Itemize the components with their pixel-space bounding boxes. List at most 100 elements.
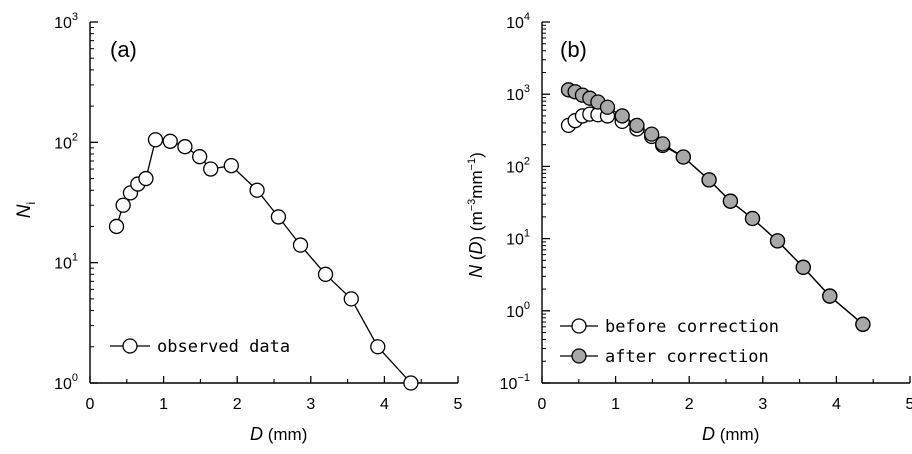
y-axis-label: N (D) (m−3mm−1) xyxy=(466,152,486,278)
x-tick-label: 3 xyxy=(306,396,315,413)
x-tick-label: 0 xyxy=(538,396,547,413)
x-axis-label-symbol: D xyxy=(250,424,263,444)
x-tick-label: 1 xyxy=(159,396,168,413)
y-axis-label-unit-mm: mm xyxy=(467,170,486,198)
data-point-series-2 xyxy=(855,316,871,332)
legend-label-observed: observed data xyxy=(157,337,290,357)
x-axis-label: D (mm) xyxy=(702,424,759,444)
data-point-series-2 xyxy=(795,259,811,275)
data-point-series-2 xyxy=(744,210,761,227)
data-point-series-1 xyxy=(138,170,154,187)
data-point-series-2 xyxy=(644,126,660,142)
data-point-series-2 xyxy=(722,193,739,209)
y-tick-base: 10 xyxy=(506,304,524,321)
y-tick-label: 103 xyxy=(506,83,530,104)
y-axis-label-paren-mid: ) ( xyxy=(467,225,486,241)
x-tick-label: 1 xyxy=(611,396,620,413)
y-tick-exponent: 1 xyxy=(524,228,530,240)
y-tick-label: 104 xyxy=(506,11,530,32)
data-point-series-2 xyxy=(769,233,786,249)
x-tick-label: 5 xyxy=(454,396,463,413)
data-point-series-1 xyxy=(370,339,386,355)
y-tick-base: 10 xyxy=(500,376,518,393)
x-axis-label: D (mm) xyxy=(250,424,307,444)
data-point-series-1 xyxy=(270,209,287,225)
x-tick-group: 0 1 2 3 4 5 xyxy=(538,376,912,413)
y-tick-base: 10 xyxy=(54,135,72,152)
y-tick-label: 10−1 xyxy=(500,372,530,393)
x-tick-label: 2 xyxy=(685,396,694,413)
x-tick-label: 3 xyxy=(758,396,767,413)
x-axis-label-symbol: D xyxy=(702,424,715,444)
data-point-series-1 xyxy=(203,161,219,177)
data-point-series-2 xyxy=(655,136,671,152)
y-tick-label: 101 xyxy=(506,228,530,249)
data-point-series-2 xyxy=(675,149,691,165)
y-tick-exponent: 2 xyxy=(72,131,78,143)
data-point-series-1 xyxy=(223,158,239,174)
x-tick-label: 0 xyxy=(86,396,95,413)
x-tick-label: 4 xyxy=(380,396,389,413)
x-axis-label-unit: (mm) xyxy=(715,425,759,444)
series-markers xyxy=(108,132,419,391)
y-axis-label-unit-exp2: −1 xyxy=(466,158,478,171)
y-tick-base: 10 xyxy=(506,232,524,249)
panel-label: (a) xyxy=(110,37,137,62)
y-axis-label-symbol: N xyxy=(466,264,486,278)
y-tick-exponent: 4 xyxy=(524,11,530,23)
data-point-series-2 xyxy=(614,108,630,124)
legend-marker-observed xyxy=(122,338,138,354)
y-tick-exponent: 3 xyxy=(524,83,530,95)
data-point-series-1 xyxy=(249,182,265,198)
x-tick-label: 4 xyxy=(832,396,841,413)
y-tick-label: 103 xyxy=(54,11,78,32)
y-axis-label-subscript: i xyxy=(24,202,38,205)
y-axis-label: Ni xyxy=(14,202,38,218)
y-tick-base: 10 xyxy=(54,256,72,273)
y-tick-exponent: 0 xyxy=(72,372,78,384)
y-tick-label: 100 xyxy=(506,300,530,321)
y-tick-label: 102 xyxy=(54,131,78,152)
data-point-series-1 xyxy=(162,133,178,149)
data-point-series-1 xyxy=(115,197,131,213)
data-point-series-1 xyxy=(403,375,419,391)
y-tick-exponent: −1 xyxy=(517,372,530,384)
y-tick-exponent: 0 xyxy=(524,300,530,312)
data-point-series-2 xyxy=(599,99,616,115)
series-markers xyxy=(560,82,871,332)
legend-marker-before xyxy=(571,318,587,334)
y-axis-label-unit-exp1: −3 xyxy=(466,199,478,212)
y-tick-base: 10 xyxy=(54,15,72,32)
data-point-series-1 xyxy=(192,149,208,165)
y-tick-base: 10 xyxy=(506,159,524,176)
data-point-series-2 xyxy=(629,117,645,134)
y-tick-label: 100 xyxy=(54,372,78,393)
y-axis-label-variable: D xyxy=(466,241,486,254)
y-tick-base: 10 xyxy=(54,376,72,393)
x-tick-label: 5 xyxy=(906,396,912,413)
y-tick-exponent: 1 xyxy=(72,252,78,264)
y-tick-exponent: 2 xyxy=(524,155,530,167)
x-tick-group: 0 1 2 3 4 5 xyxy=(86,376,463,413)
x-axis-label-unit: (mm) xyxy=(263,425,307,444)
legend: observed data xyxy=(110,337,290,357)
legend: before correction after correction xyxy=(560,317,779,367)
legend-marker-after xyxy=(571,348,587,364)
y-tick-label: 102 xyxy=(506,155,530,176)
y-tick-base: 10 xyxy=(506,15,524,32)
y-tick-exponent: 3 xyxy=(72,11,78,23)
data-point-series-1 xyxy=(108,218,125,235)
data-point-series-2 xyxy=(701,172,717,188)
y-axis-label-paren-open: ( xyxy=(467,254,486,265)
y-axis-label-paren-close: ) xyxy=(467,152,486,158)
legend-label-after: after correction xyxy=(605,347,769,367)
y-tick-base: 10 xyxy=(506,87,524,104)
data-point-series-1 xyxy=(317,266,334,282)
data-point-series-1 xyxy=(292,237,309,253)
panel-label: (b) xyxy=(560,37,587,62)
